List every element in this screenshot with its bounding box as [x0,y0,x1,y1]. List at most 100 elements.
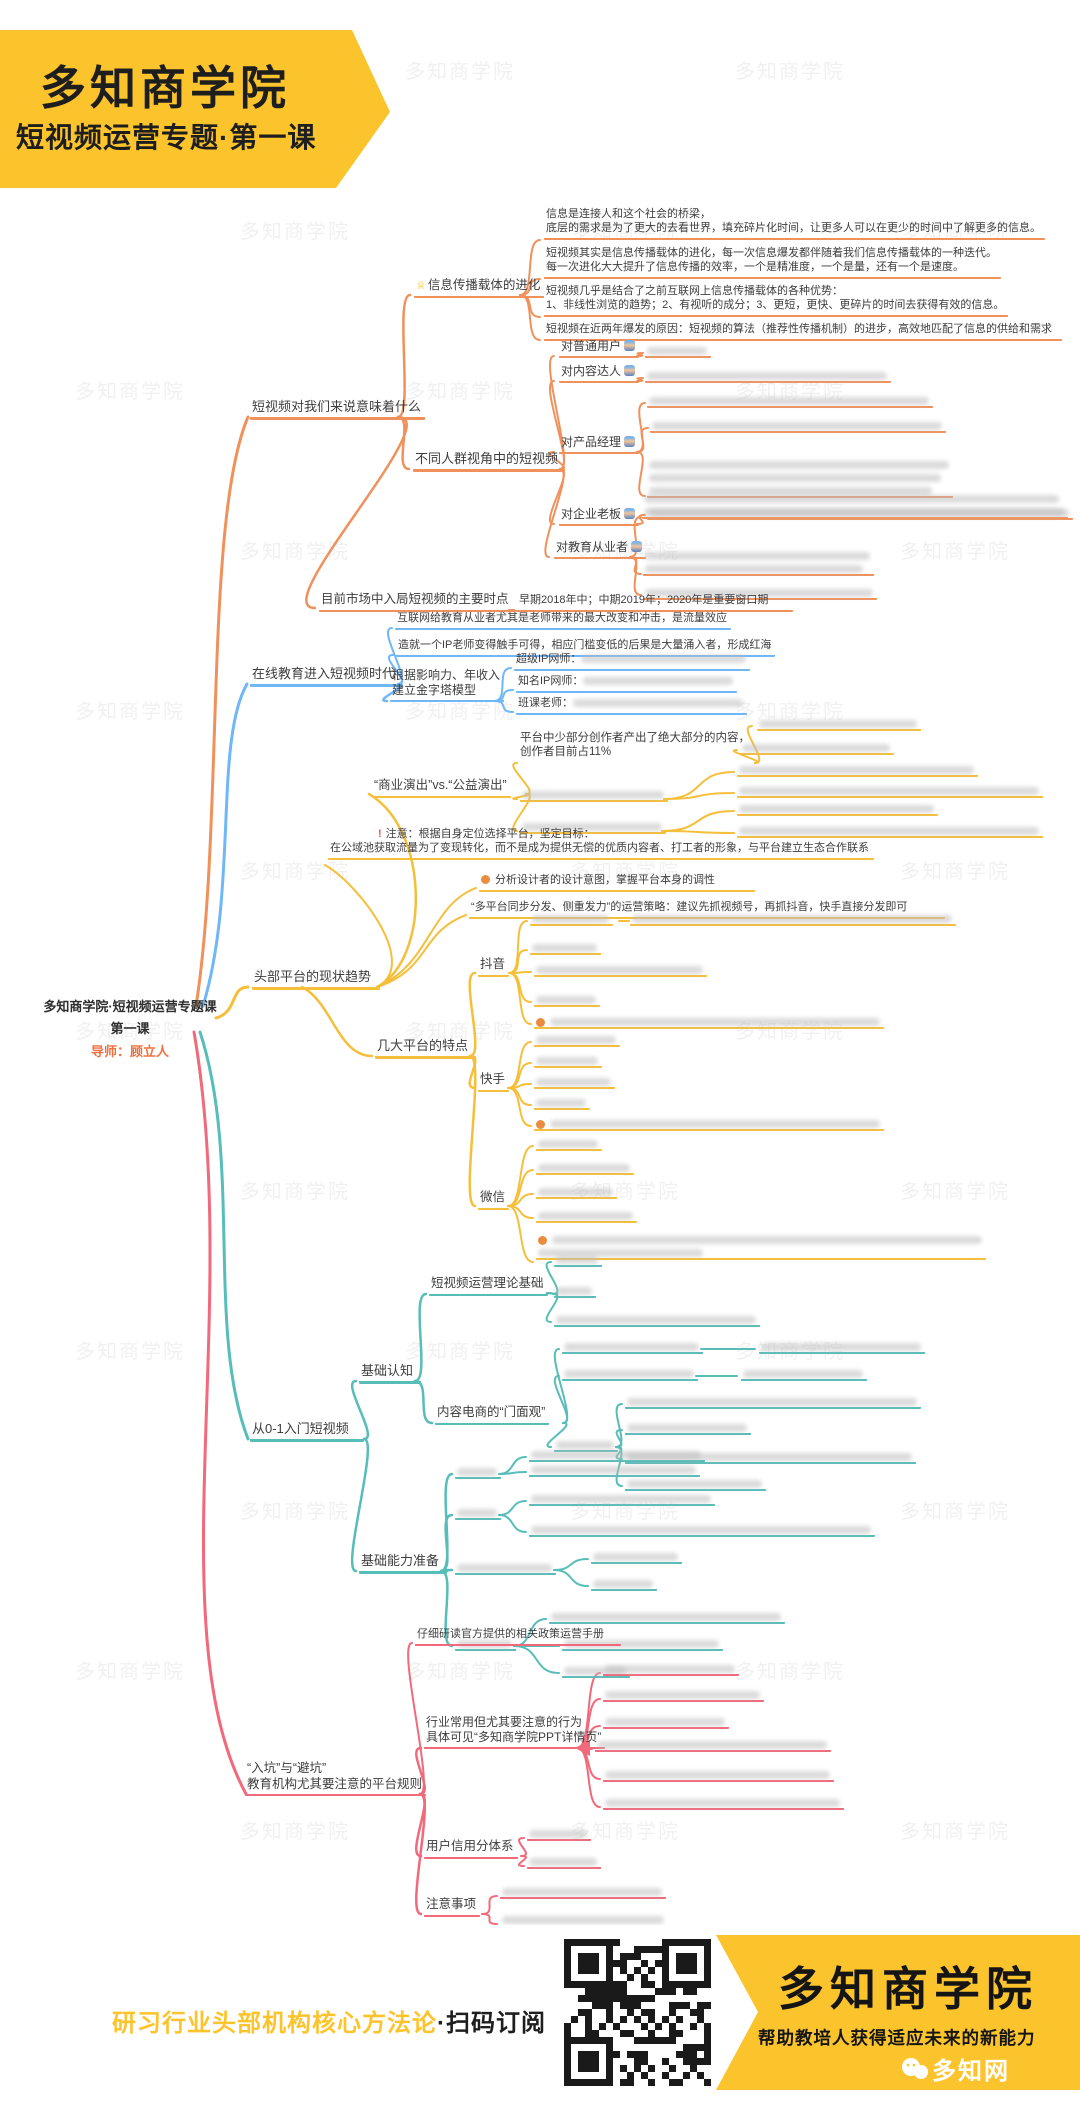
watermark-text: 多知商学院 [240,861,350,883]
mindmap-node-W3 [536,1182,617,1199]
mindmap-node-Y3: 分析设计者的设计意图，掌握平台本身的调性 [479,874,755,892]
watermark-text: 多知商学院 [735,61,845,83]
leaf-text-line: ! 注意：根据自身定位选择平台，坚定目标： [378,828,595,840]
blurred-text-bar [531,1525,871,1534]
mindmap-node-T1a1 [554,1250,602,1267]
mindmap-node-O2c2 [650,416,946,433]
mindmap-node-T0: 从0-1入门短视频 [250,1421,364,1443]
watermark-text: 多知商学院 [570,1501,680,1523]
header-banner: 多知商学院 短视频运营专题·第一课 [0,0,420,200]
node-label: 短视频运营理论基础 [431,1276,544,1290]
mindmap-node-K1 [534,1030,620,1047]
blurred-text-row [564,1337,699,1351]
blurred-text-row [739,760,974,774]
mindmap-node-K3 [534,1072,615,1089]
watermark-text: 多知商学院 [405,1661,515,1683]
blurred-text-row [538,1182,613,1196]
mindmap-node-T1b: 内容电商的“门面观” [435,1405,550,1425]
blurred-text-bar [564,1342,699,1351]
mindmap-node-Y1b2 [737,781,1043,798]
node-label: 短视频对我们来说意味着什么 [252,399,422,414]
watermark-text: 多知商学院 [75,1341,185,1363]
mindmap-node-Y1c [520,817,666,834]
watermark-text: 多知商学院 [735,701,845,723]
watermark-text: 多知商学院 [900,1501,1010,1523]
crown-icon: ♕ [416,280,426,292]
avatar-icon [624,508,636,519]
mindmap-node-T1bs4 [625,1474,766,1491]
mindmap-node-W2 [536,1158,634,1175]
blurred-text-bar [627,1397,917,1406]
blurred-text-row [522,817,662,831]
node-label: 信息传播载体的进化 [427,278,541,292]
mindmap-root-node: 多知商学院·短视频运营专题课 第一课 导师：顾立人 [30,996,230,1060]
blurred-text-bar [644,507,1064,516]
blurred-text-bar [761,1342,921,1351]
mindmap-node-O2: 不同人群视角中的短视频 [413,451,565,473]
node-text-line: 平台中少部分创作者产出了绝大部分的内容， [520,732,750,744]
node-label: 从0-1入门短视频 [252,1421,349,1436]
blurred-text-bar [573,699,743,708]
mindmap-node-P1: 仔细研读官方提供的相关政策运营手册 [415,1628,621,1646]
blurred-text-bar [538,1248,703,1257]
dot-icon [481,875,490,884]
leaf-text-line: 分析设计者的设计意图，掌握平台本身的调性 [481,874,751,888]
leaf-text-line: 互联网给教育从业者尤其是老师带来的最大改变和冲击，是流量效应 [397,612,727,624]
blurred-text-row [605,1712,725,1726]
blurred-text-row [739,821,1039,835]
watermark-text: 多知商学院 [75,381,185,403]
leaf-text-line: 造就一个IP老师变得触手可得，相应门槛变低的后果是大量涌入者，形成红海 [398,639,772,651]
node-label: 注意事项 [426,1897,477,1911]
blurred-text-bar [605,1690,760,1699]
mindmap-node-O2e3 [643,583,877,600]
footer-tagline-suffix: ·扫码订阅 [437,2010,546,2037]
blurred-text-row [743,1364,863,1378]
banner-flag-shape [0,30,390,188]
mindmap-node-P3a [527,1824,591,1841]
node-label: 对产品经理 [561,435,622,449]
blurred-text-row [538,1243,982,1257]
watermark-text: 多知商学院 [900,861,1010,883]
blurred-text-bar [605,1798,840,1807]
blurred-text-bar [632,914,952,923]
mindmap-node-O2d: 对企业老板 [559,507,640,526]
mindmap-node-P2e1 [603,1765,834,1782]
blurred-text-row [605,1765,830,1779]
blurred-text-bar [550,1017,880,1026]
mindmap-node-Y2: ! 注意：根据自身定位选择平台，坚定目标： 在公域池获取流量为了变现转化，而不是成为… [328,828,874,860]
blurred-text-row [742,738,890,752]
blurred-text-row [531,1489,711,1503]
mindmap-node-T2a [455,1462,501,1479]
mindmap-node-P4a [500,1882,666,1899]
blurred-text-row [627,1447,912,1461]
blurred-text-row [529,1852,597,1866]
blurred-text-bar [739,786,1039,795]
blurred-text-row [538,1158,630,1172]
blurred-text-bar [581,655,747,664]
qr-code [564,1939,711,2086]
node-label: “商业演出”vs.“公益演出” [374,778,507,792]
blurred-text-bar [645,564,863,573]
blurred-text-row [647,341,707,355]
blurred-text-row [538,1230,982,1245]
blurred-text-bar [522,822,662,831]
mindmap-node-Y5a: 抖音 [478,957,510,977]
mindmap-node-O2b1 [645,366,891,383]
blurred-text-row [564,1661,626,1675]
blurred-text-row [593,1547,678,1561]
blurred-text-bar [531,1465,696,1474]
watermark-text: 多知商学院 [405,701,515,723]
blurred-text-bar [583,677,734,686]
node-label-line: 根据影响力、年收入 [392,668,501,682]
blurred-text-bar [593,1552,678,1561]
mindmap-node-P2: 行业常用但尤其要注意的行为 具体可见“多知商学院PPT详情页” [424,1715,606,1749]
footer-site-badge: 多知网 [900,2051,1010,2086]
blurred-text-bar [605,1664,735,1673]
blurred-text-bar [564,1666,626,1675]
blurred-text-row [645,583,873,597]
footer-brand: 多知商学院 [778,1963,1038,2015]
node-label-line: 建立金字塔模型 [392,683,477,697]
blurred-text-bar [742,743,890,752]
mindmap-node-T2a1 [529,1445,705,1462]
node-label: 对教育从业者 [556,540,629,554]
